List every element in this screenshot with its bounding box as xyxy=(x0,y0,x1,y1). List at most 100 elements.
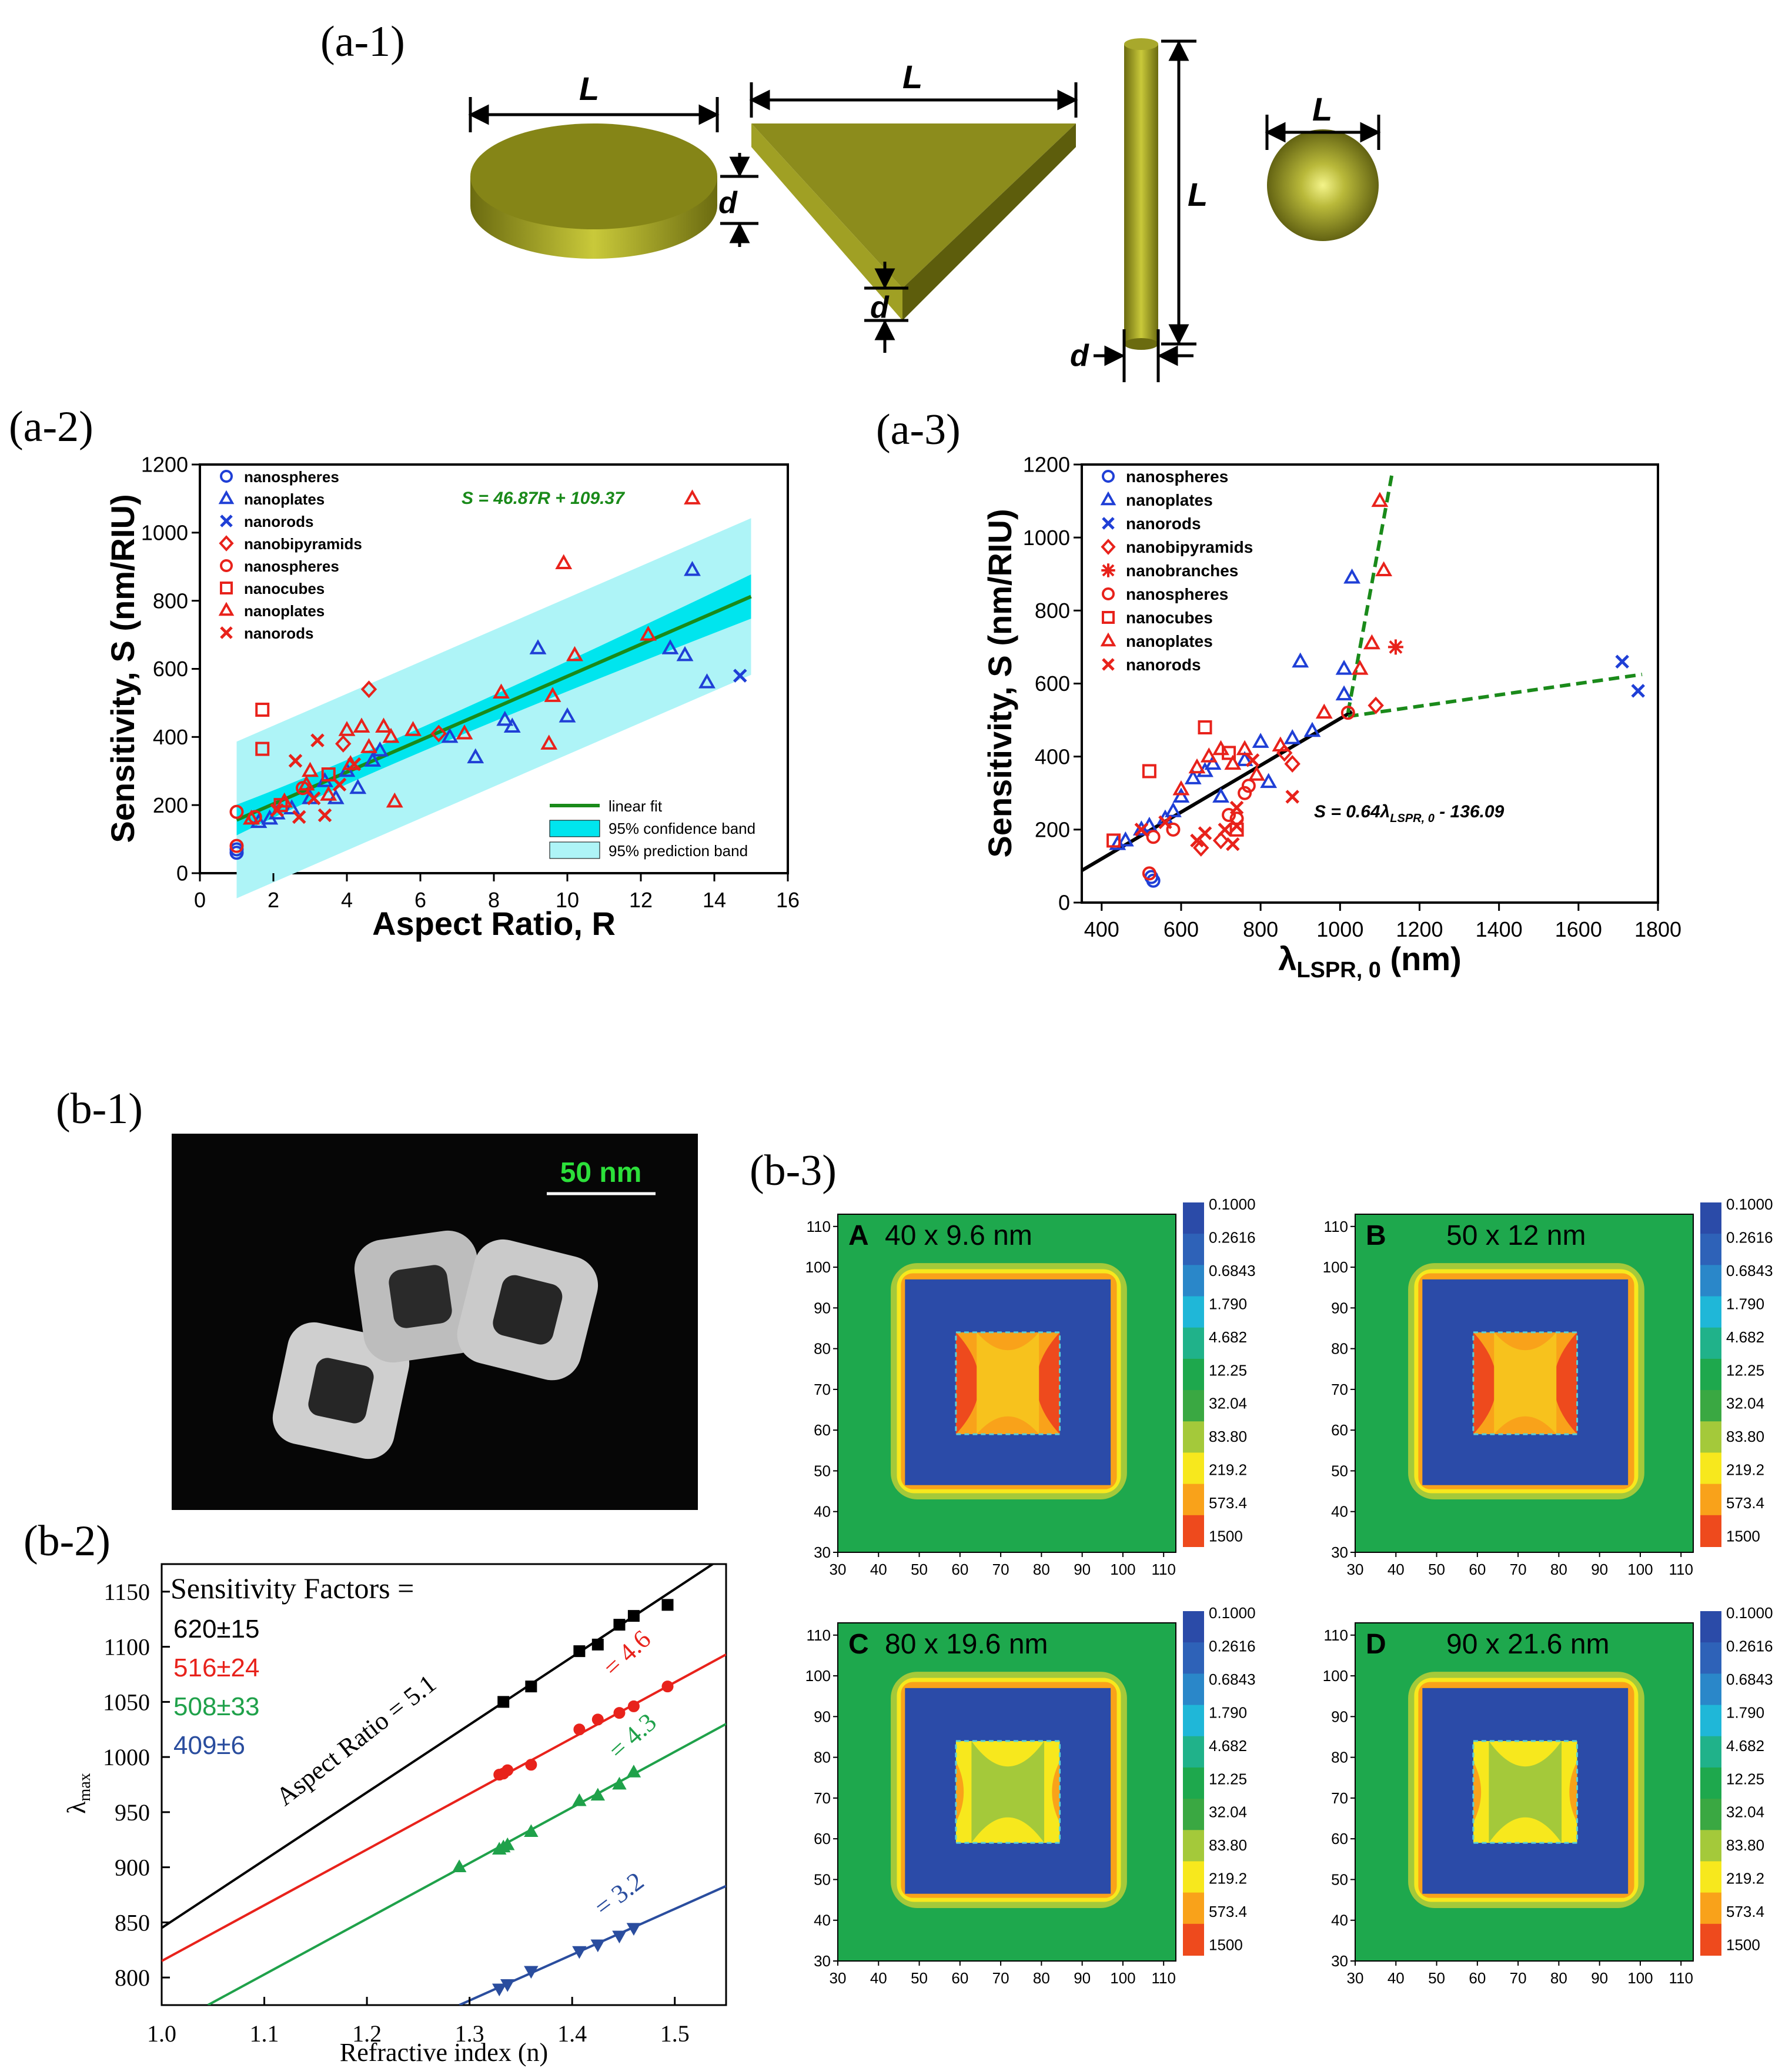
legend-label-nanobipyramids: nanobipyramids xyxy=(244,535,362,553)
legend-label-nanorods: nanorods xyxy=(1126,515,1201,533)
colorbar-label: 32.04 xyxy=(1209,1395,1247,1412)
legend-marker-nanospheres xyxy=(220,470,233,483)
x-tick-label: 40 xyxy=(1388,1969,1405,1987)
colorbar-swatch xyxy=(1700,1358,1721,1391)
colorbar-swatch xyxy=(1700,1452,1721,1485)
data-point-nanoplates xyxy=(243,809,260,825)
sensitivity-factor-3: 409±6 xyxy=(173,1731,245,1760)
y-tick-label: 100 xyxy=(805,1258,831,1276)
data-point-nanoplates xyxy=(360,738,377,753)
a3-ylabel: Sensitivity, S (nm/RIU) xyxy=(981,509,1018,857)
y-tick-label: 40 xyxy=(814,1912,831,1929)
map-cavity-hot-left xyxy=(1473,1332,1497,1435)
colorbar-label: 0.2616 xyxy=(1209,1228,1256,1246)
x-tick-label: 100 xyxy=(1627,1969,1653,1987)
colorbar-swatch xyxy=(1700,1421,1721,1454)
colorbar-label: 0.1000 xyxy=(1209,1195,1256,1213)
map-label: A xyxy=(848,1220,869,1251)
field-maps: 30 40 50 60 70 80 90 100 110 30 40 50 60 70 80 90 100 110… xyxy=(805,1195,1773,1987)
x-tick-label: 1200 xyxy=(1396,917,1443,941)
colorbar-label: 1500 xyxy=(1209,1528,1243,1545)
colorbar-swatch xyxy=(1700,1767,1721,1800)
data-point-nanospheres xyxy=(1238,786,1252,800)
data-point-nanorods xyxy=(270,803,285,817)
data-point-nanoplates xyxy=(456,724,473,740)
y-tick-label: 70 xyxy=(814,1381,831,1398)
data-point xyxy=(661,1681,674,1693)
data-point-nanorods xyxy=(306,791,321,806)
data-point-nanoplates xyxy=(1283,729,1301,744)
data-point xyxy=(524,1824,539,1838)
x-tick-label: 600 xyxy=(1164,917,1199,941)
colorbar-swatch xyxy=(1183,1265,1204,1297)
x-tick-label: 50 xyxy=(911,1969,928,1987)
colorbar-swatch xyxy=(1700,1390,1721,1422)
map-cavity-hot-right xyxy=(1553,1332,1577,1435)
data-point-nanoplates xyxy=(544,687,561,702)
x-tick-label: 50 xyxy=(1428,1969,1445,1987)
y-tick-label: 70 xyxy=(814,1789,831,1807)
x-tick-label: 80 xyxy=(1033,1561,1050,1578)
triangle-shape xyxy=(751,123,1076,320)
scale-bar-label: 50 nm xyxy=(560,1157,642,1188)
colorbar-label: 4.682 xyxy=(1726,1328,1764,1346)
panel-label-b2: (b-2) xyxy=(24,1517,111,1565)
triangle-thickness-label: d xyxy=(870,290,890,325)
colorbar-label: 0.1000 xyxy=(1726,1195,1773,1213)
y-tick-label: 40 xyxy=(814,1503,831,1521)
x-tick-label: 2 xyxy=(268,888,279,912)
field-map-D: 30 40 50 60 70 80 90 100 110 30 40 50 60 70 80 90 100 110… xyxy=(1323,1604,1773,1987)
colorbar-label: 573.4 xyxy=(1726,1903,1764,1920)
map-cavity-hot-left xyxy=(1473,1761,1482,1823)
data-point xyxy=(572,1793,587,1806)
sphere-length-label: L xyxy=(1312,91,1332,128)
data-point xyxy=(525,1681,537,1693)
map-cavity-outline xyxy=(955,1740,1061,1844)
x-tick-label: 90 xyxy=(1591,1561,1608,1578)
colorbar-swatch xyxy=(1700,1296,1721,1328)
plot-area-a3 xyxy=(1081,463,1659,904)
colorbar-label: 1.790 xyxy=(1209,1703,1247,1721)
x-tick-label: 1.5 xyxy=(660,2020,690,2047)
x-tick-label: 50 xyxy=(911,1561,928,1578)
data-point-nanoplates xyxy=(661,639,679,654)
data-point-nanorods xyxy=(317,808,332,823)
legend-label-nanospheres: nanospheres xyxy=(1126,585,1228,603)
map-label: C xyxy=(848,1629,869,1660)
data-point-nanoplates xyxy=(1248,766,1265,781)
colorbar-swatch xyxy=(1700,1830,1721,1862)
data-point-nanorods xyxy=(1631,684,1645,698)
y-tick-label: 90 xyxy=(1331,1708,1348,1725)
data-point-nanoplates xyxy=(503,717,521,733)
y-tick-label: 70 xyxy=(1331,1789,1348,1807)
y-tick-label: 110 xyxy=(1324,1218,1348,1235)
colorbar-swatch xyxy=(1183,1421,1204,1454)
legend-marker-nanoplates xyxy=(218,490,235,505)
colorbar-label: 4.682 xyxy=(1209,1737,1247,1755)
legend-label-nanospheres: nanospheres xyxy=(1126,467,1228,486)
data-point xyxy=(626,1923,641,1936)
data-point-nanoplates xyxy=(1335,685,1353,701)
y-tick-label: 70 xyxy=(1331,1381,1348,1398)
legend-label-nanorods: nanorods xyxy=(244,624,313,642)
colorbar-swatch xyxy=(1183,1358,1204,1391)
data-point-nanoplates xyxy=(1303,721,1321,737)
data-point-nanospheres xyxy=(1146,830,1161,844)
map-title: 90 x 21.6 nm xyxy=(1446,1629,1610,1660)
colorbar-swatch xyxy=(1700,1892,1721,1925)
y-tick-label: 90 xyxy=(814,1299,831,1317)
sensitivity-factor-2: 508±33 xyxy=(173,1692,260,1721)
x-tick-label: 100 xyxy=(1110,1561,1135,1578)
legend-marker-nanocubes xyxy=(1102,611,1115,624)
y-tick-label: 1000 xyxy=(103,1744,150,1770)
map-cavity-hot-right xyxy=(1052,1761,1060,1823)
colorbar-label: 0.2616 xyxy=(1726,1228,1773,1246)
data-point xyxy=(591,1638,604,1651)
data-point-nanorods xyxy=(347,757,362,771)
colorbar-swatch xyxy=(1183,1234,1204,1266)
shapes-illustration: L d L d L d xyxy=(468,38,1381,382)
data-point-nanoplates xyxy=(441,727,459,743)
legend-marker-nanorods xyxy=(1102,517,1115,530)
colorbar-swatch xyxy=(1700,1234,1721,1266)
y-tick-label: 90 xyxy=(814,1708,831,1725)
